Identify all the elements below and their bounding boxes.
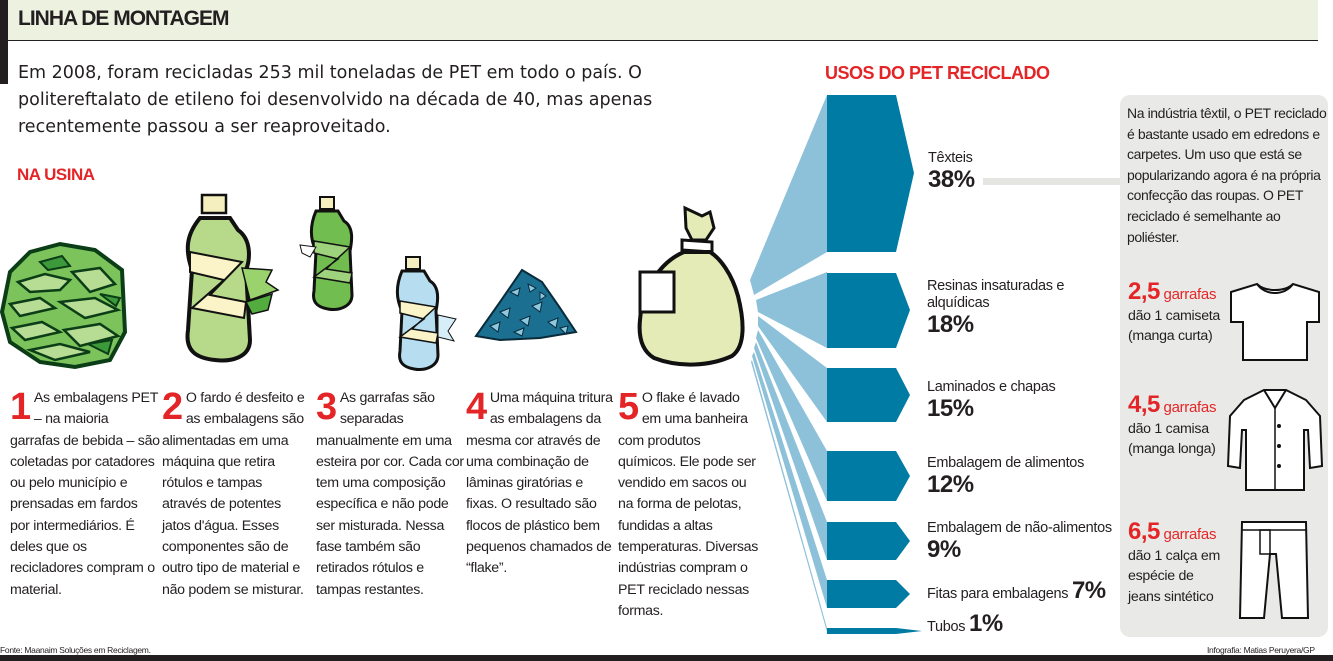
garment-line: dão 1 calça em xyxy=(1128,547,1221,564)
textile-connector-line xyxy=(983,178,1123,185)
garment-line: espécie de xyxy=(1128,568,1194,584)
pants-icon xyxy=(1238,521,1310,619)
step-number: 5 xyxy=(618,386,639,428)
garment-line: (manga longa) xyxy=(1128,441,1216,457)
garment-line: dão 1 camisa xyxy=(1128,420,1209,437)
usage-label: Tubos xyxy=(927,619,966,635)
header-bar xyxy=(0,0,1318,41)
step-text: As garrafas são separadas manualmente em… xyxy=(316,390,464,598)
bottle-unit: garrafas xyxy=(1163,399,1217,416)
textile-description: Na indústria têxtil, o PET reciclado é b… xyxy=(1127,105,1327,245)
bale-icon xyxy=(0,241,128,370)
intro-text: Em 2008, foram recicladas 253 mil tonela… xyxy=(18,63,653,137)
usage-percent: 18% xyxy=(927,311,974,338)
garment-tshirt: 2,5 garrafas dão 1 camiseta (manga curta… xyxy=(1128,280,1221,347)
process-section-title: NA USINA xyxy=(17,165,95,184)
usage-percent: 7% xyxy=(1071,577,1106,604)
bottle-unit: garrafas xyxy=(1163,286,1217,303)
step-number: 3 xyxy=(316,386,337,428)
garment-line: dão 1 camiseta xyxy=(1128,307,1221,324)
flake-pile-icon xyxy=(474,268,578,342)
process-step-4: 4 Uma máquina tritura as embalagens da m… xyxy=(466,388,616,580)
bottle-unit: garrafas xyxy=(1163,526,1217,543)
usage-percent: 15% xyxy=(927,395,974,422)
usage-percent: 9% xyxy=(927,536,961,563)
usage-item-tubos: Tubos 1% xyxy=(927,612,1003,636)
step-text: As embalagens PET – na maioria garrafas … xyxy=(10,390,160,598)
usage-label: Embalagem de alimentos xyxy=(927,455,1085,471)
garment-line: jeans sintético xyxy=(1128,588,1214,605)
usage-label: Têxteis xyxy=(928,150,973,166)
bottle-quantity: 4,5 xyxy=(1128,391,1160,418)
usage-item-fitas: Fitas para embalagens 7% xyxy=(927,579,1106,603)
garment-line: (manga curta) xyxy=(1128,328,1213,344)
usage-item-laminados: Laminados e chapas 15% xyxy=(927,379,1056,422)
usage-percent: 1% xyxy=(969,610,1003,637)
process-step-1: 1 As embalagens PET – na maioria garrafa… xyxy=(10,388,160,601)
infographic-credit: Infografia: Matias Peruyera/GP xyxy=(1207,645,1315,655)
sack-icon xyxy=(637,205,745,367)
process-step-5: 5 O flake é lavado em uma banheira com p… xyxy=(618,388,760,622)
garment-pants: 6,5 garrafas dão 1 calça em espécie de j… xyxy=(1128,520,1221,607)
footer-rule xyxy=(0,655,1333,661)
usage-item-embalagem-nao-alimentos: Embalagem de não-alimentos 9% xyxy=(927,520,1112,563)
step-number: 1 xyxy=(10,386,31,428)
step-number: 2 xyxy=(162,386,183,428)
uses-section-title: USOS DO PET RECICLADO xyxy=(825,63,1050,83)
usage-label: Resinas insaturadas e alquídicas xyxy=(927,278,1065,311)
usage-item-embalagem-alimentos: Embalagem de alimentos 12% xyxy=(927,455,1084,498)
step-number: 4 xyxy=(466,386,487,428)
process-step-2: 2 O fardo é desfeito e as embalagens são… xyxy=(162,388,310,601)
uses-funnel-chart xyxy=(750,95,922,634)
funnel-bars xyxy=(827,95,922,634)
bottle-icon xyxy=(185,193,280,363)
usage-label: Embalagem de não-alimentos xyxy=(927,520,1112,536)
process-step-3: 3 As garrafas são separadas manualmente … xyxy=(316,388,466,601)
garment-shirt: 4,5 garrafas dão 1 camisa (manga longa) xyxy=(1128,393,1217,460)
usage-percent: 38% xyxy=(928,166,975,193)
step-text: O fardo é desfeito e as embalagens são a… xyxy=(162,390,305,598)
shirt-icon xyxy=(1226,389,1324,491)
sorted-bottles-icon xyxy=(299,196,457,371)
usage-item-texteis: Têxteis 38% xyxy=(928,150,975,193)
step-text: O flake é lavado em uma banheira com pro… xyxy=(618,390,759,619)
source-credit: Fonte: Maanaim Soluções em Reciclagem. xyxy=(0,645,151,655)
usage-item-resinas: Resinas insaturadas e alquídicas 18% xyxy=(927,278,1067,338)
step-text: Uma máquina tritura as embalagens da mes… xyxy=(466,390,613,577)
usage-label: Fitas para embalagens xyxy=(927,586,1069,602)
usage-label: Laminados e chapas xyxy=(927,379,1056,395)
usage-percent: 12% xyxy=(927,471,974,498)
left-accent-strip xyxy=(0,0,8,84)
tshirt-icon xyxy=(1230,282,1320,361)
page-title: LINHA DE MONTAGEM xyxy=(18,7,229,30)
bottle-quantity: 2,5 xyxy=(1128,278,1160,305)
bottle-quantity: 6,5 xyxy=(1128,518,1160,545)
